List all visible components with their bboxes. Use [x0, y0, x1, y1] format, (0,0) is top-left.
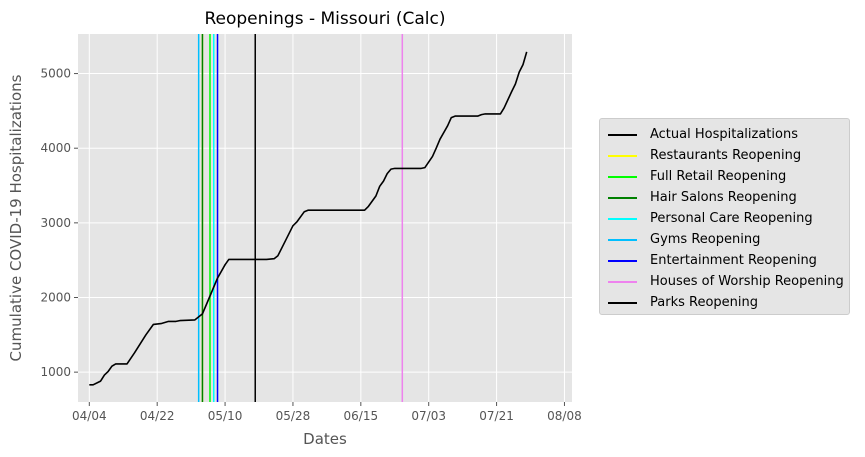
legend-swatch: [608, 259, 637, 262]
grid: [78, 34, 572, 402]
legend-swatch: [608, 217, 637, 220]
legend-swatch: [608, 175, 637, 178]
x-tick-label: 04/04: [72, 409, 107, 423]
legend-item: Actual Hospitalizations: [608, 124, 798, 145]
x-tick-label: 06/15: [344, 409, 379, 423]
legend-label: Personal Care Reopening: [650, 211, 813, 226]
legend-label: Entertainment Reopening: [650, 253, 817, 268]
y-tick-label: 2000: [40, 290, 71, 304]
legend-swatch: [608, 133, 637, 136]
plot-area: [78, 34, 572, 402]
legend-label: Actual Hospitalizations: [650, 127, 798, 142]
actual-hospitalizations-line: [89, 51, 528, 386]
legend-label: Houses of Worship Reopening: [650, 274, 844, 289]
y-tick-label: 4000: [40, 141, 71, 155]
legend: Actual Hospitalizations Restaurants Reope…: [599, 118, 850, 315]
legend-label: Hair Salons Reopening: [650, 190, 797, 205]
chart-title: Reopenings - Missouri (Calc): [204, 9, 445, 29]
x-tick-label: 07/03: [411, 409, 446, 423]
legend-swatch: [608, 196, 637, 199]
legend-swatch: [608, 301, 637, 304]
legend-label: Full Retail Reopening: [650, 169, 787, 184]
x-tick-label: 05/10: [208, 409, 243, 423]
legend-item: Houses of Worship Reopening: [608, 271, 844, 292]
legend-item: Parks Reopening: [608, 292, 758, 313]
legend-item: Full Retail Reopening: [608, 166, 786, 187]
legend-item: Hair Salons Reopening: [608, 187, 797, 208]
legend-label: Parks Reopening: [650, 295, 758, 310]
legend-swatch: [608, 280, 637, 283]
legend-item: Personal Care Reopening: [608, 208, 813, 229]
legend-swatch: [608, 238, 637, 241]
legend-item: Gyms Reopening: [608, 229, 760, 250]
series: [89, 51, 528, 386]
reopening-lines: [197, 34, 404, 402]
legend-label: Gyms Reopening: [650, 232, 761, 247]
legend-item: Entertainment Reopening: [608, 250, 817, 271]
y-tick-label: 1000: [40, 365, 71, 379]
y-tick-label: 5000: [40, 67, 71, 81]
x-tick-label: 04/22: [140, 409, 175, 423]
y-axis-label: Cumulative COVID-19 Hospitalizations: [7, 74, 25, 361]
y-ticks: 1000 2000 3000 4000 5000: [40, 67, 78, 379]
x-ticks: 04/04 04/22 05/10 05/28 06/15 07/03 07/21 08/08: [72, 402, 582, 423]
x-tick-label: 08/08: [547, 409, 582, 423]
x-tick-label: 07/21: [479, 409, 514, 423]
legend-swatch: [608, 154, 637, 157]
x-tick-label: 05/28: [276, 409, 311, 423]
legend-label: Restaurants Reopening: [650, 148, 802, 163]
legend-item: Restaurants Reopening: [608, 145, 801, 166]
y-tick-label: 3000: [40, 216, 71, 230]
x-axis-label: Dates: [303, 430, 347, 448]
